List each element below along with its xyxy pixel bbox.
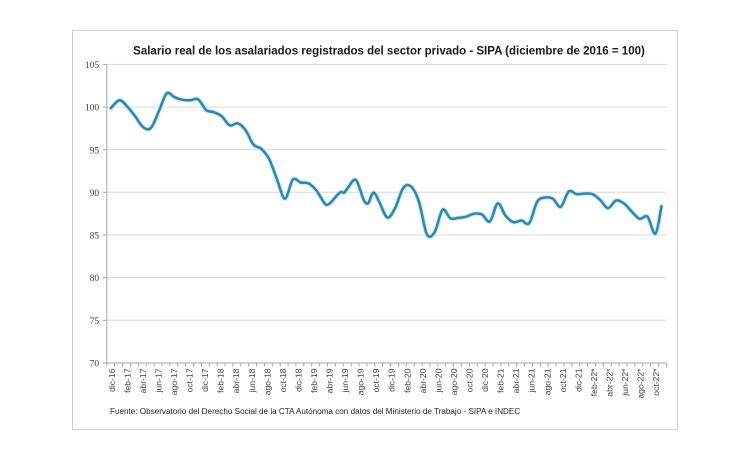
svg-text:100: 100 <box>85 104 99 114</box>
svg-text:abr-17: abr-17 <box>138 368 148 393</box>
svg-text:dic-18: dic-18 <box>293 368 303 392</box>
svg-text:ago-21: ago-21 <box>542 368 552 395</box>
svg-text:jun-17: jun-17 <box>154 368 164 393</box>
svg-text:Salario real de los asalariado: Salario real de los asalariados registra… <box>133 45 645 57</box>
svg-text:ago-22*: ago-22* <box>636 368 646 399</box>
svg-text:85: 85 <box>90 232 100 242</box>
svg-text:dic-19: dic-19 <box>387 368 397 392</box>
svg-text:feb-19: feb-19 <box>309 368 319 393</box>
svg-text:oct-17: oct-17 <box>185 368 195 392</box>
svg-text:feb-20: feb-20 <box>402 368 412 393</box>
svg-text:feb-18: feb-18 <box>216 368 226 393</box>
svg-text:oct-19: oct-19 <box>371 368 381 392</box>
svg-text:feb-22*: feb-22* <box>589 368 599 396</box>
svg-text:oct-22*: oct-22* <box>651 368 661 396</box>
svg-text:feb-17: feb-17 <box>122 368 132 393</box>
svg-text:abr-20: abr-20 <box>418 368 428 393</box>
svg-text:Fuente: Observatorio del Derec: Fuente: Observatorio del Derecho Social … <box>110 407 520 416</box>
svg-text:oct-20: oct-20 <box>465 368 475 392</box>
svg-text:jun-21: jun-21 <box>527 368 537 393</box>
svg-text:oct-21: oct-21 <box>558 368 568 392</box>
svg-text:dic-21: dic-21 <box>573 368 583 392</box>
svg-text:105: 105 <box>85 61 99 71</box>
svg-text:80: 80 <box>90 274 100 284</box>
svg-text:feb-21: feb-21 <box>496 368 506 393</box>
svg-text:ago-17: ago-17 <box>169 368 179 395</box>
svg-text:95: 95 <box>90 146 100 156</box>
svg-text:jun-19: jun-19 <box>340 368 350 393</box>
svg-text:dic-17: dic-17 <box>200 368 210 392</box>
svg-text:abr-21: abr-21 <box>511 368 521 393</box>
svg-text:jun-18: jun-18 <box>247 368 257 393</box>
svg-text:dic-16: dic-16 <box>107 368 117 392</box>
svg-text:75: 75 <box>90 317 100 327</box>
svg-text:ago-20: ago-20 <box>449 368 459 395</box>
svg-text:jun-22*: jun-22* <box>620 368 630 397</box>
svg-text:jun-20: jun-20 <box>433 368 443 393</box>
svg-text:oct-18: oct-18 <box>278 368 288 392</box>
svg-text:abr-22*: abr-22* <box>605 368 615 397</box>
svg-text:abr-19: abr-19 <box>325 368 335 393</box>
svg-text:ago-18: ago-18 <box>262 368 272 395</box>
svg-text:dic-20: dic-20 <box>480 368 490 392</box>
svg-text:abr-18: abr-18 <box>231 368 241 393</box>
svg-text:90: 90 <box>90 189 100 199</box>
svg-text:70: 70 <box>90 360 100 370</box>
svg-text:ago-19: ago-19 <box>356 368 366 395</box>
